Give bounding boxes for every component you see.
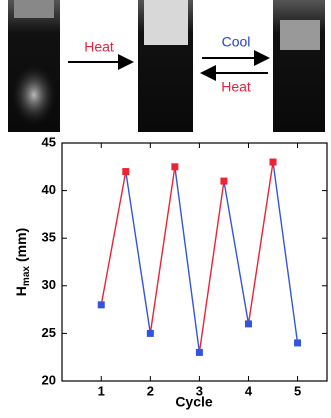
marker (122, 168, 130, 176)
marker (220, 177, 228, 185)
marker (171, 163, 179, 171)
line-segment (272, 161, 299, 344)
x-tick-label: 3 (196, 383, 203, 398)
marker (294, 339, 302, 347)
line-segment (198, 180, 225, 353)
y-label-main: H (13, 286, 29, 296)
marker (146, 329, 154, 337)
photo (8, 0, 60, 132)
x-tick-label: 4 (245, 383, 253, 398)
y-tick-label: 45 (42, 134, 56, 149)
photo (273, 0, 325, 132)
annotation: Heat (221, 79, 251, 95)
x-tick-label: 1 (98, 383, 105, 398)
line-segment (247, 161, 274, 324)
plot-frame (61, 142, 328, 382)
y-tick-label: 20 (42, 372, 56, 387)
y-axis-label: Hmax (mm) (13, 228, 32, 296)
marker (97, 301, 105, 309)
marker (244, 320, 252, 328)
line-segment (100, 171, 127, 305)
annotation: Cool (222, 34, 251, 50)
y-tick-label: 30 (42, 277, 56, 292)
x-axis-label: Cycle (175, 394, 213, 410)
line-segment (149, 166, 176, 334)
line-segment (174, 166, 201, 353)
x-tick-label: 5 (294, 383, 301, 398)
annotation: Heat (84, 39, 114, 55)
line-segment (125, 171, 152, 334)
line-segment (223, 180, 250, 324)
marker (269, 158, 277, 166)
y-label-sub: max (21, 266, 32, 286)
photo (138, 0, 193, 132)
y-tick-label: 25 (42, 325, 56, 340)
y-tick-label: 35 (42, 230, 56, 245)
y-tick-label: 40 (42, 182, 56, 197)
y-label-unit: (mm) (13, 228, 29, 262)
marker (195, 348, 203, 356)
x-tick-label: 2 (147, 383, 154, 398)
